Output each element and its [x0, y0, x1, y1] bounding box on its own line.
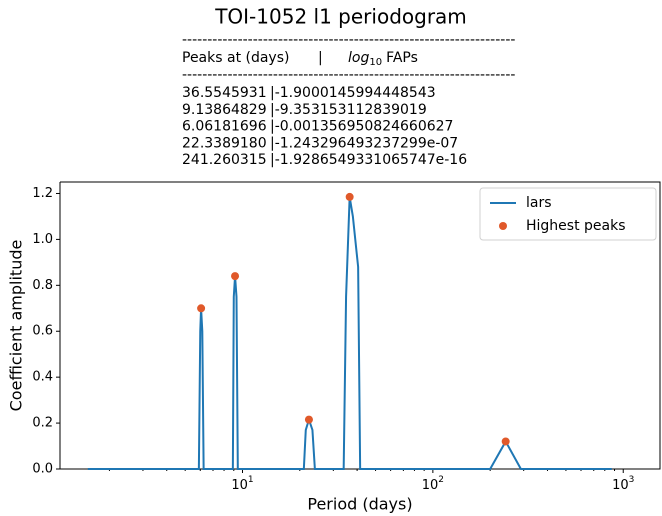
y-tick-label: 0.4 [32, 370, 53, 385]
separator: ----------------------------------------… [182, 32, 515, 48]
peak-period: 22.3389180 [182, 135, 267, 151]
table-header: | [318, 50, 323, 66]
peak-period: 6.06181696 [182, 119, 267, 135]
table-header: Peaks at (days) [182, 50, 289, 66]
legend-box [479, 187, 657, 241]
legend-label: lars [526, 195, 552, 211]
peak-point [304, 415, 313, 424]
peak-point [197, 304, 206, 313]
peak-fap: |-1.243296493237299e-07 [270, 135, 458, 151]
tick-base: 10 [231, 478, 248, 493]
x-tick-label: 103 [612, 475, 634, 493]
tick-exponent: 2 [438, 475, 444, 485]
y-axis-label: Coefficient amplitude [7, 240, 26, 412]
y-tick-label: 1.2 [32, 186, 53, 201]
peak-point [231, 272, 240, 281]
y-tick-label: 0.0 [32, 462, 53, 477]
axes-frame [59, 181, 661, 470]
peak-period: 36.5545931 [182, 85, 267, 101]
fap-label: FAPs [386, 50, 418, 66]
chart-title: TOI-1052 l1 periodogram [214, 5, 467, 29]
x-tick-label: 102 [422, 475, 444, 493]
x-tick-label: 101 [231, 475, 253, 493]
log-label: log [348, 50, 369, 66]
peak-fap: |-1.9000145994448543 [270, 85, 436, 101]
x-axis-label: Period (days) [307, 495, 412, 514]
line [87, 196, 612, 470]
y-tick-label: 0.2 [32, 416, 53, 431]
tick-base: 10 [422, 478, 439, 493]
peak-point [345, 192, 354, 201]
tick-base: 10 [612, 478, 629, 493]
legend-marker [499, 222, 507, 230]
y-tick-label: 0.8 [32, 278, 53, 293]
y-tick-label: 1.0 [32, 232, 53, 247]
legend-label: Highest peaks [526, 218, 626, 234]
peak-point [501, 437, 510, 446]
separator: ----------------------------------------… [182, 67, 515, 83]
tick-exponent: 3 [629, 475, 635, 485]
log-base: 10 [369, 57, 382, 68]
table-header: log10 FAPs [348, 50, 418, 68]
peak-period: 241.260315 [182, 152, 267, 168]
tick-exponent: 1 [248, 475, 254, 485]
y-tick-label: 0.6 [32, 324, 53, 339]
peak-fap: |-1.9286549331065747e-16 [270, 152, 467, 168]
peak-period: 9.13864829 [182, 102, 267, 118]
peak-fap: |-0.001356950824660627 [270, 119, 453, 135]
peak-fap: |-9.353153112839019 [270, 102, 427, 118]
